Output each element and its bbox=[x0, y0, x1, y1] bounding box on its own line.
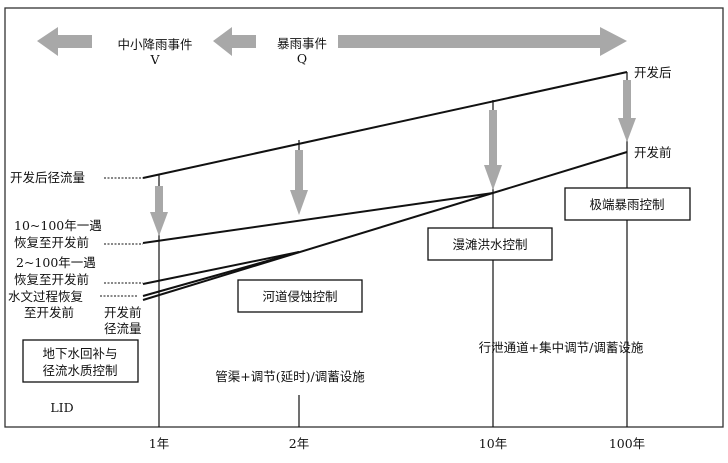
r2-100-label-2: 恢复至开发前 bbox=[14, 272, 89, 287]
left-arrow-storm-events bbox=[213, 27, 256, 56]
channel-erosion-box bbox=[237, 279, 363, 313]
hydro-label-2: 至开发前 bbox=[24, 305, 74, 320]
small-events-label: 中小降雨事件 bbox=[117, 37, 192, 52]
down-arrow-10yr bbox=[484, 110, 502, 190]
line-hydrologic bbox=[142, 251, 300, 297]
pre-dev-curve-label: 开发前 bbox=[634, 145, 672, 160]
line-2-100yr bbox=[142, 251, 300, 285]
pipes-label: 管渠+调节(延时)/调蓄设施 bbox=[215, 369, 365, 384]
line-10-100yr bbox=[142, 192, 494, 244]
overbank-flood-label: 漫滩洪水控制 bbox=[452, 237, 527, 252]
overbank-flood-box bbox=[427, 227, 553, 261]
down-arrow-2yr bbox=[290, 150, 308, 215]
pre-development-line bbox=[142, 151, 628, 301]
tick-2yr: 2年 bbox=[289, 436, 309, 451]
down-arrow-100yr bbox=[618, 80, 636, 142]
tick-1yr: 1年 bbox=[149, 436, 169, 451]
lid-label: LID bbox=[50, 400, 73, 415]
extreme-storm-box bbox=[564, 187, 691, 221]
r10-100-label-1: 10~100年一遇 bbox=[14, 218, 102, 233]
left-arrow-small-events bbox=[37, 27, 92, 56]
storm-events-label: 暴雨事件 bbox=[277, 36, 327, 51]
r10-100-label-2: 恢复至开发前 bbox=[14, 235, 89, 250]
post-development-line bbox=[142, 71, 628, 179]
pre-runoff-label-1: 开发前 bbox=[104, 305, 142, 320]
groundwater-label-1: 地下水回补与 bbox=[42, 346, 117, 361]
down-arrow-1yr bbox=[150, 186, 168, 236]
groundwater-box bbox=[22, 339, 139, 383]
pre-runoff-label-2: 径流量 bbox=[104, 321, 142, 336]
hydro-label-1: 水文过程恢复 bbox=[8, 289, 84, 304]
extreme-storm-label: 极端暴雨控制 bbox=[589, 197, 664, 212]
double-arrow-storm-range bbox=[338, 27, 627, 56]
small-events-symbol: V bbox=[149, 52, 160, 67]
channels-label: 行泄通道+集中调节/调蓄设施 bbox=[479, 340, 644, 355]
channel-erosion-label: 河道侵蚀控制 bbox=[262, 289, 337, 304]
storm-events-symbol: Q bbox=[297, 51, 307, 66]
tick-100yr: 100年 bbox=[609, 436, 645, 451]
tick-10yr: 10年 bbox=[479, 436, 507, 451]
post-dev-curve-label: 开发后 bbox=[634, 65, 672, 80]
post-runoff-label: 开发后径流量 bbox=[10, 170, 85, 185]
groundwater-label-2: 径流水质控制 bbox=[42, 363, 117, 378]
r2-100-label-1: 2~100年一遇 bbox=[16, 255, 96, 270]
